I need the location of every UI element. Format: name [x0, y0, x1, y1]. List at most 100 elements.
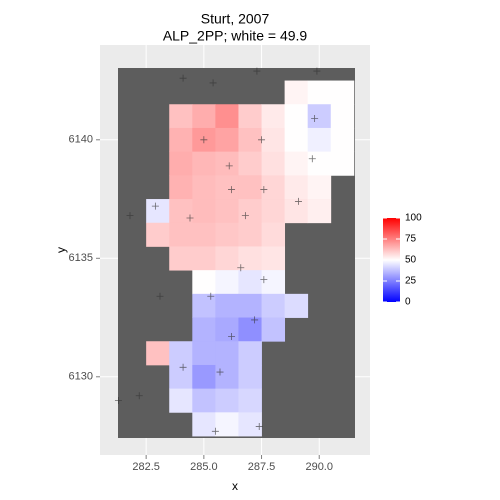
- candidate-point: [311, 114, 319, 122]
- cell: [192, 412, 216, 437]
- candidate-point: [179, 74, 187, 82]
- cell: [192, 364, 216, 390]
- points: [114, 67, 321, 435]
- candidate-point: [135, 392, 143, 400]
- cell: [192, 317, 216, 342]
- cell: [307, 199, 332, 224]
- candidate-point: [156, 292, 164, 300]
- cell: [238, 104, 262, 129]
- candidate-point: [151, 202, 159, 210]
- cell: [238, 317, 262, 342]
- candidate-point: [186, 214, 194, 222]
- y-axis-title: y: [54, 247, 68, 253]
- cell: [307, 175, 332, 200]
- cell: [146, 222, 170, 247]
- cell: [215, 317, 239, 342]
- cell: [284, 151, 309, 176]
- cell: [215, 412, 239, 437]
- cell: [284, 199, 309, 224]
- candidate-point: [241, 212, 249, 220]
- cell: [215, 364, 239, 390]
- cell: [192, 293, 216, 318]
- cell: [169, 388, 193, 413]
- cell: [284, 127, 309, 153]
- candidate-point: [216, 368, 224, 376]
- cell: [261, 222, 286, 247]
- legend-label: 50: [405, 255, 417, 266]
- cell: [215, 341, 239, 366]
- cell: [169, 341, 193, 366]
- cell: [192, 388, 216, 413]
- x-tick-label: 282.5: [132, 461, 160, 473]
- legend-label: 0: [405, 297, 411, 308]
- cell: [192, 199, 216, 224]
- cell: [238, 341, 262, 366]
- cell: [238, 199, 262, 224]
- cell: [330, 151, 355, 176]
- cell: [261, 317, 286, 342]
- cell: [192, 151, 216, 176]
- cell: [169, 246, 193, 271]
- cell: [261, 127, 286, 153]
- cell: [215, 127, 239, 153]
- cell: [307, 151, 332, 176]
- cell: [330, 104, 355, 129]
- cell: [192, 270, 216, 295]
- cell: [146, 341, 170, 366]
- candidate-point: [253, 67, 261, 75]
- candidate-point: [260, 276, 268, 284]
- cell: [238, 151, 262, 176]
- chart-title: Sturt, 2007: [201, 11, 270, 27]
- legend-label: 100: [405, 213, 422, 224]
- cell: [261, 151, 286, 176]
- cell: [192, 222, 216, 247]
- cell: [238, 388, 262, 413]
- cell: [215, 222, 239, 247]
- cell: [307, 104, 332, 129]
- candidate-point: [179, 363, 187, 371]
- x-tick-label: 290.0: [305, 461, 333, 473]
- cell: [238, 364, 262, 390]
- cell: [169, 364, 193, 390]
- cell: [238, 175, 262, 200]
- candidate-point: [228, 186, 236, 194]
- candidate-point: [313, 67, 321, 75]
- candidate-point: [207, 292, 215, 300]
- cell: [238, 293, 262, 318]
- cell: [261, 199, 286, 224]
- cell: [169, 199, 193, 224]
- cell: [261, 293, 286, 318]
- candidate-point: [209, 79, 217, 87]
- cell: [192, 104, 216, 129]
- cell: [284, 175, 309, 200]
- cell: [215, 199, 239, 224]
- x-tick-label: 287.5: [248, 461, 276, 473]
- cell: [238, 222, 262, 247]
- candidate-point: [237, 264, 245, 272]
- cell: [261, 270, 286, 295]
- cell: [192, 341, 216, 366]
- cell: [215, 246, 239, 271]
- legend-label: 75: [405, 234, 417, 245]
- cell: [238, 127, 262, 153]
- candidate-point: [126, 212, 134, 220]
- candidate-point: [260, 186, 268, 194]
- cell: [215, 175, 239, 200]
- candidate-point: [258, 136, 266, 144]
- cell: [215, 270, 239, 295]
- candidate-point: [225, 162, 233, 170]
- cell: [284, 104, 309, 129]
- cell: [169, 127, 193, 153]
- candidate-point: [211, 427, 219, 435]
- cell: [330, 80, 355, 105]
- legend-label: 25: [405, 276, 417, 287]
- cell: [261, 104, 286, 129]
- cell: [307, 127, 332, 153]
- candidate-point: [251, 316, 259, 324]
- candidate-point: [228, 333, 236, 341]
- cell: [330, 127, 355, 153]
- candidate-point: [308, 155, 316, 163]
- cell: [192, 246, 216, 271]
- y-tick-label: 6135: [69, 252, 93, 264]
- cell: [238, 412, 262, 437]
